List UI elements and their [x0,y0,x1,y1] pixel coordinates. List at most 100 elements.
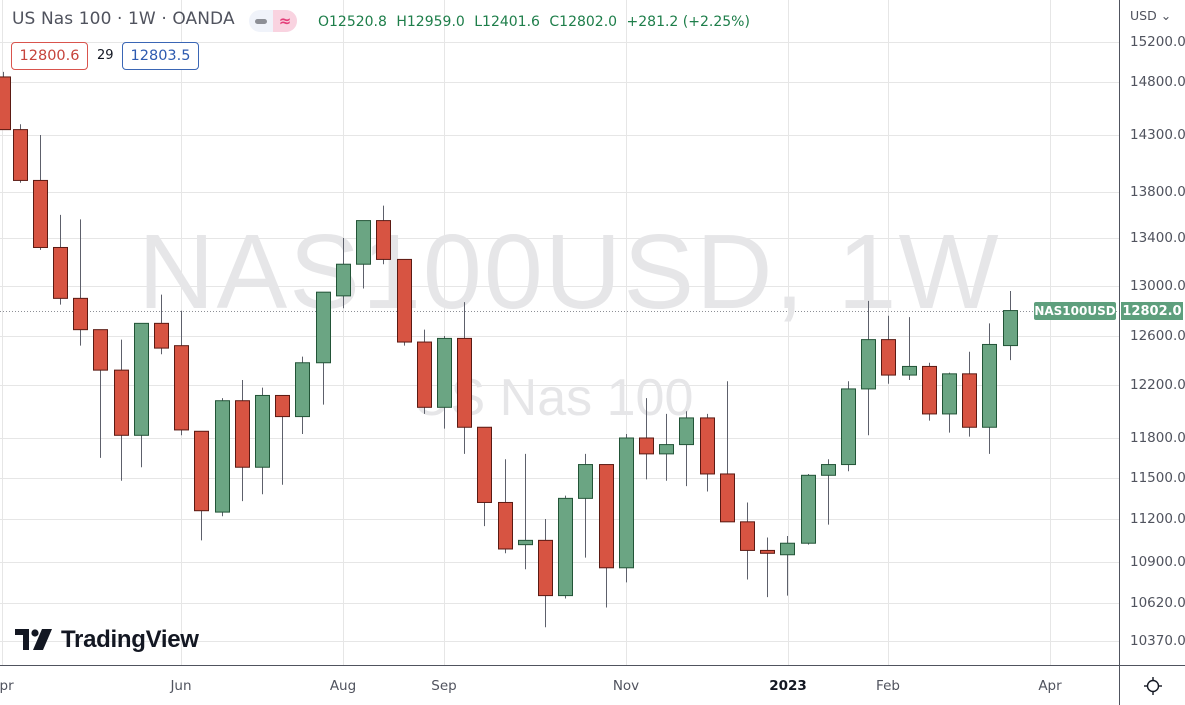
candle[interactable] [154,294,169,355]
candle[interactable] [760,537,775,598]
candle[interactable] [53,214,68,305]
candlestick-series[interactable] [0,0,1119,665]
open-value: O12520.8 [318,14,387,30]
candle[interactable] [417,329,432,414]
candle[interactable] [275,394,290,485]
sell-price-button[interactable]: 12800.6 [11,42,88,70]
candle[interactable] [397,258,412,346]
price-tick-label: 11800.0 [1130,430,1185,446]
time-tick-label: Nov [612,678,640,694]
candle[interactable] [0,71,11,131]
tradingview-logo[interactable]: TradingView [15,626,199,654]
tradingview-logo-text: TradingView [61,626,199,653]
chevron-down-icon: ⌄ [1160,8,1172,23]
candle[interactable] [73,219,88,346]
candle[interactable] [255,387,270,495]
price-tick-label: 13800.0 [1130,184,1185,200]
price-tick-label: 14800.0 [1130,74,1185,90]
chart-pane[interactable]: NAS100USD, 1W US Nas 100 US Nas 100 · 1W… [0,0,1119,665]
price-axis[interactable]: USD ⌄ 15200.0 14800.0 14300.0 13800.0 13400.… [1119,0,1185,665]
time-tick-label: Apr [1038,678,1062,694]
candle[interactable] [457,302,472,454]
price-tick-label: 13000.0 [1130,278,1185,294]
candle[interactable] [215,398,230,517]
chart-grid [0,0,1119,665]
candle[interactable] [134,322,149,468]
price-tick-label: 11500.0 [1130,470,1185,486]
time-tick-label: Jun [170,678,192,694]
candle[interactable] [740,502,755,580]
candle[interactable] [477,426,492,527]
candle[interactable] [700,413,715,492]
price-tick-label: 12600.0 [1130,328,1185,344]
candle[interactable] [659,413,674,481]
candle[interactable] [194,430,209,541]
wave-icon[interactable]: ≈ [273,10,297,32]
candle[interactable] [902,317,917,381]
candle[interactable] [174,310,189,436]
buy-price-button[interactable]: 12803.5 [122,42,199,70]
change-value: +281.2 (+2.25%) [626,14,750,30]
symbol-watermark: NAS100USD, 1W [138,213,1001,331]
candle[interactable] [1003,291,1018,361]
candle[interactable] [316,291,331,405]
high-value: H12959.0 [396,14,465,30]
price-tick-label: 10370.0 [1130,633,1185,649]
candle[interactable] [518,453,533,570]
candle[interactable] [841,381,856,472]
settings-sun-icon [1144,676,1162,695]
candle[interactable] [962,351,977,437]
bar-style-icon[interactable] [249,10,273,32]
candle[interactable] [295,356,310,434]
candle[interactable] [619,433,634,583]
candle[interactable] [235,380,250,502]
candle[interactable] [376,205,391,265]
candle[interactable] [881,315,896,384]
price-tick-label: 12200.0 [1130,377,1185,393]
candle[interactable] [356,220,371,289]
candle[interactable] [720,381,735,523]
candle[interactable] [33,135,48,250]
tradingview-logo-icon [15,629,52,650]
price-tick-label: 13400.0 [1130,230,1185,246]
candle[interactable] [679,411,694,487]
candle[interactable] [982,323,997,454]
candle[interactable] [861,300,876,436]
price-tick-label: 10900.0 [1130,554,1185,570]
candle[interactable] [639,398,654,480]
time-axis[interactable]: Apr Jun Aug Sep Nov 2023 Feb Apr [0,665,1119,705]
close-value: C12802.0 [549,14,618,30]
ohlc-legend: O12520.8 H12959.0 L12401.6 C12802.0 +281… [318,14,755,30]
candle[interactable] [437,336,452,429]
candle[interactable] [538,519,553,628]
time-tick-label: Apr [0,678,14,694]
candle[interactable] [93,329,108,458]
price-tick-label: 11200.0 [1130,511,1185,527]
time-tick-label: Sep [431,678,457,694]
candle[interactable] [13,124,28,183]
price-tick-label: 10620.0 [1130,595,1185,611]
currency-selector[interactable]: USD ⌄ [1130,8,1171,23]
candle[interactable] [498,459,513,554]
symbol-title[interactable]: US Nas 100 · 1W · OANDA [12,9,235,29]
currency-label: USD [1130,8,1157,23]
low-value: L12401.6 [474,14,540,30]
last-price-label: 12802.0 [1121,302,1183,320]
candle[interactable] [558,495,573,599]
candle[interactable] [599,464,614,608]
candle[interactable] [922,362,937,421]
candle[interactable] [780,536,795,596]
chart-settings-button[interactable] [1119,665,1185,705]
candle[interactable] [821,459,836,525]
candle[interactable] [942,372,957,433]
candle[interactable] [578,453,593,558]
chart-style-toggle[interactable]: ≈ [249,10,297,32]
candle[interactable] [336,238,351,309]
time-tick-label: Aug [329,678,357,694]
time-tick-label: Feb [876,678,900,694]
candle[interactable] [801,473,816,545]
spread-value: 29 [97,48,114,63]
price-tick-label: 15200.0 [1130,34,1185,50]
time-tick-label: 2023 [769,678,807,694]
candle[interactable] [114,339,129,481]
